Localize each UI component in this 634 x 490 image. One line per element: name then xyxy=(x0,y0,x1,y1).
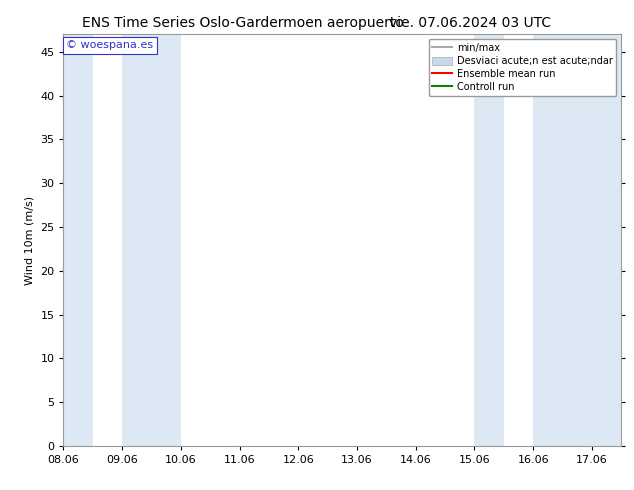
Bar xyxy=(533,34,592,446)
Legend: min/max, Desviaci acute;n est acute;ndar, Ensemble mean run, Controll run: min/max, Desviaci acute;n est acute;ndar… xyxy=(429,39,616,96)
Text: © woespana.es: © woespana.es xyxy=(66,41,153,50)
Text: vie. 07.06.2024 03 UTC: vie. 07.06.2024 03 UTC xyxy=(389,16,552,30)
Y-axis label: Wind 10m (m/s): Wind 10m (m/s) xyxy=(25,196,35,285)
Bar xyxy=(122,34,181,446)
Bar xyxy=(592,34,621,446)
Text: ENS Time Series Oslo-Gardermoen aeropuerto: ENS Time Series Oslo-Gardermoen aeropuer… xyxy=(82,16,404,30)
Bar xyxy=(63,34,93,446)
Bar xyxy=(474,34,504,446)
